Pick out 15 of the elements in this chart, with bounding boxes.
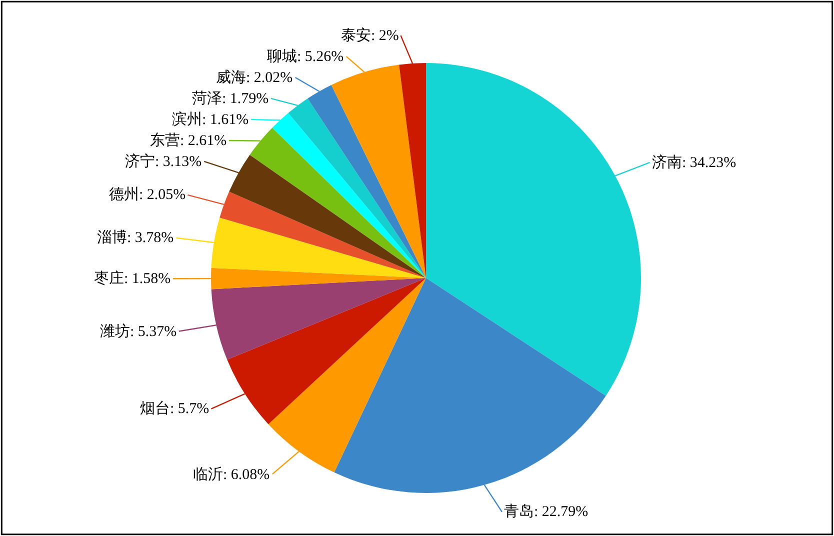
slice-label: 烟台: 5.7%: [140, 400, 210, 417]
slice-label: 泰安: 2%: [341, 27, 399, 44]
slice-label: 德州: 2.05%: [109, 186, 186, 203]
slice-label: 东营: 2.61%: [150, 132, 227, 149]
slice-label: 滨州: 1.61%: [172, 111, 249, 128]
slice-label: 威海: 2.02%: [216, 69, 293, 86]
slice-label: 济南: 34.23%: [652, 154, 736, 171]
slice-label: 潍坊: 5.37%: [100, 323, 177, 340]
slice-label: 青岛: 22.79%: [504, 503, 588, 520]
slice-label: 淄博: 3.78%: [97, 229, 174, 246]
slice-label: 枣庄: 1.58%: [94, 270, 171, 287]
slice-label: 临沂: 6.08%: [193, 466, 270, 483]
slice-label: 菏泽: 1.79%: [192, 90, 269, 107]
slice-label: 聊城: 5.26%: [267, 48, 344, 65]
slice-label: 济宁: 3.13%: [125, 153, 202, 170]
